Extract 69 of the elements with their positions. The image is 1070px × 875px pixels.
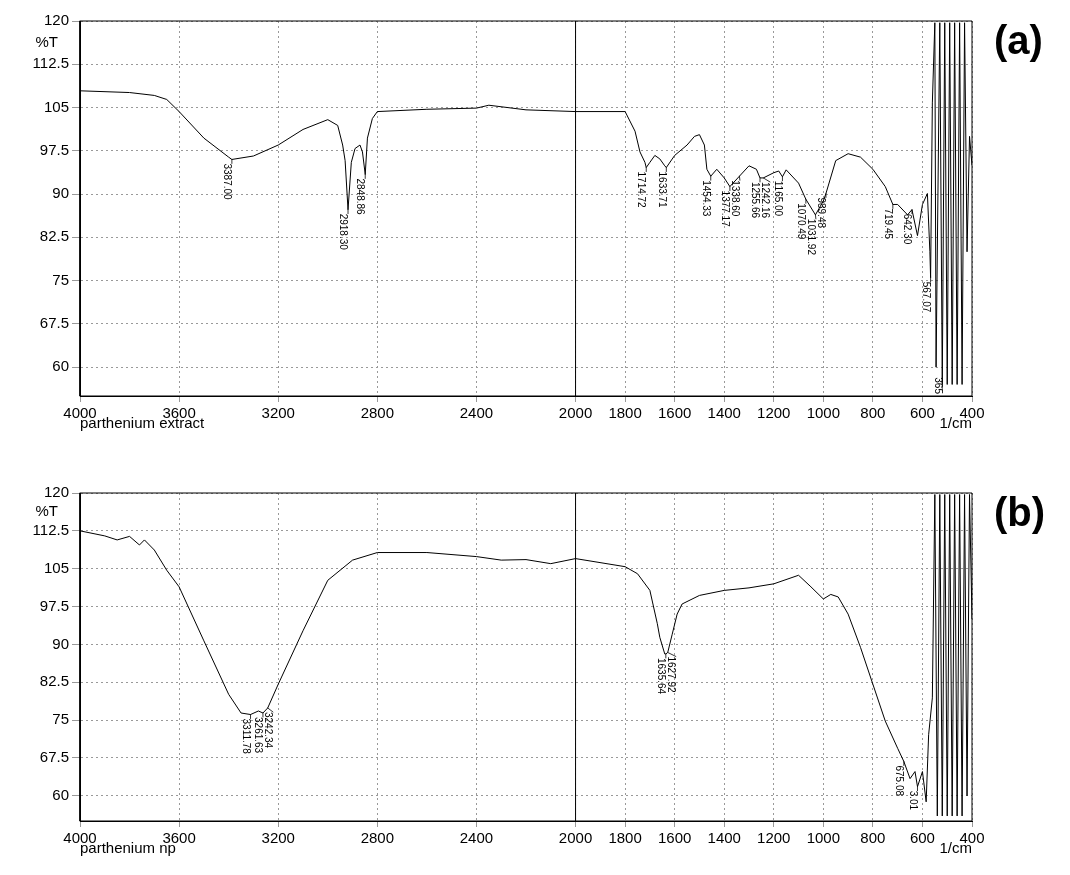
annotation: 1255.66 [750,181,762,219]
x-tick-label: 1600 [657,829,692,847]
annotation: 642.30 [902,213,914,245]
annotation: 2918.30 [338,213,350,251]
x-tick-label: 2400 [459,829,494,847]
annotation: 3387.00 [222,163,234,201]
x-tick-label: 3200 [261,829,295,847]
y-tick-label: 120 [43,11,69,29]
annotation: 1377.17 [720,190,732,228]
annotation: 989.48 [816,197,828,229]
annotation: 3261.63 [253,717,265,754]
y-tick-label: 97.5 [39,596,69,614]
annotation: 719.45 [883,208,895,240]
annotation: 3242.34 [263,711,275,749]
x-tick-label: 2000 [558,829,593,847]
y-tick-label: 112.5 [32,54,69,72]
x-tick-label: 1000 [806,829,841,847]
x-tick-label: 2800 [360,404,395,422]
annotation: 3311.78 [240,718,252,755]
annotation: 365 [932,377,944,395]
annotation: 1633.71 [656,171,668,209]
annotation: 1338.60 [730,180,742,217]
y-tick-label: 75 [52,270,69,288]
x-tick-label: 1000 [806,404,841,422]
annotation: 1714.72 [636,171,648,209]
x-tick-label: 800 [860,829,886,847]
annotation: 1031.92 [806,218,818,256]
annotation: 1070.49 [796,203,808,240]
y-tick-label: 120 [43,483,69,501]
chart-title: (a) [994,18,1043,63]
y-axis-title: %T [35,502,58,520]
y-tick-label: 75 [52,710,69,728]
x-tick-label: 2800 [360,829,395,847]
y-tick-label: 82.5 [39,672,69,690]
x-tick-label: 1800 [608,829,642,847]
y-tick-label: 60 [52,785,69,803]
y-tick-label: 67.5 [39,748,69,766]
x-tick-label: 1400 [707,829,741,847]
annotation: 1627.92 [666,656,678,694]
y-tick-label: 97.5 [39,140,69,158]
y-axis-title: %T [35,32,58,50]
annotation: 1242.16 [760,181,772,219]
y-tick-label: 60 [52,357,69,375]
x-tick-label: 1600 [657,404,692,422]
annotation: 567.07 [920,281,932,313]
x-tick-label: 600 [909,829,935,847]
chart-title: (b) [994,490,1046,535]
y-tick-label: 105 [43,97,69,115]
x-tick-label: 2400 [459,404,494,422]
annotation: 1454.33 [701,180,713,217]
annotation: 3.01 [907,790,919,811]
annotation: 675.08 [894,765,906,797]
x-tick-label: 600 [909,404,935,422]
y-tick-label: 67.5 [39,314,69,332]
annotation: 1165.00 [772,180,784,217]
y-tick-label: 90 [52,184,69,202]
y-tick-label: 90 [52,634,69,652]
x-tick-label: 1400 [707,404,741,422]
annotation: 2848.86 [355,178,367,216]
y-tick-label: 112.5 [32,520,69,538]
x-tick-label: 2000 [558,404,593,422]
x-tick-label: 1800 [608,404,642,422]
x-tick-label: 800 [860,404,886,422]
y-tick-label: 105 [43,558,69,576]
x-tick-label: 1200 [757,829,791,847]
annotation: 1635.64 [656,657,668,695]
x-tick-label: 1200 [757,404,791,422]
y-tick-label: 82.5 [39,227,69,245]
x-tick-label: 3200 [261,404,295,422]
